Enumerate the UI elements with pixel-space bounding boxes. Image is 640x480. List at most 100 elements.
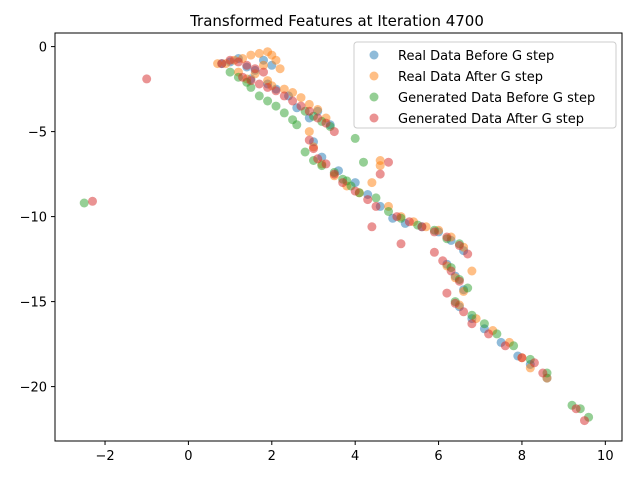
series-3-point (225, 55, 235, 65)
series-1-point (279, 84, 289, 94)
series-3-point (259, 67, 268, 77)
y-tick-label: −20 (20, 381, 47, 396)
chart-title: Transformed Features at Iteration 4700 (189, 12, 484, 30)
y-tick-label: −10 (20, 211, 47, 226)
series-3-point (500, 341, 510, 351)
series-3-point (450, 298, 460, 308)
x-tick-label: 0 (184, 449, 192, 464)
legend-marker (369, 113, 379, 123)
legend: Real Data Before G step Real Data After G… (353, 41, 617, 129)
series-1-point (313, 105, 323, 114)
series-1-point (275, 64, 285, 74)
series-3-point (396, 239, 406, 249)
series-2-point (350, 133, 360, 143)
series-3-point (484, 329, 494, 339)
series-1-point (254, 48, 264, 58)
series-3-point (438, 256, 448, 266)
series-3-point (404, 217, 414, 227)
series-3-point (246, 76, 256, 86)
series-3-point (463, 249, 473, 259)
series-3-point (446, 266, 456, 276)
series-2-point (246, 82, 256, 92)
series-3-point (321, 159, 331, 169)
series-2-point (509, 341, 519, 351)
series-1-point (271, 55, 281, 65)
series-3-point (309, 144, 318, 154)
series-3-point (384, 157, 393, 167)
series-3-point (329, 127, 339, 137)
series-3-point (467, 319, 477, 329)
series-2-point (79, 198, 89, 208)
series-3-point (254, 79, 264, 89)
series-3-point (442, 288, 452, 298)
series-1-point (246, 50, 256, 60)
series-3-point (350, 186, 360, 196)
x-tick-label: 10 (597, 449, 614, 464)
x-tick-label: −2 (95, 449, 114, 464)
series-3-point (304, 106, 314, 116)
series-3-point (538, 368, 548, 378)
series-2-point (492, 329, 502, 339)
series-3-point (142, 74, 152, 84)
series-3-point (242, 60, 252, 70)
series-3-point (329, 169, 339, 179)
series-3-point (392, 212, 402, 222)
series-3-point (217, 59, 227, 69)
series-3-point (517, 353, 527, 363)
series-3-point (375, 169, 385, 179)
series-1-point (296, 93, 306, 103)
legend-entries: Real Data Before G step Real Data After G… (369, 49, 595, 127)
series-3-point (454, 276, 464, 286)
series-1-point (467, 266, 477, 276)
series-2-point (225, 67, 235, 77)
series-3-point (263, 82, 273, 92)
series-1-point (304, 99, 314, 109)
x-axis-ticks: −2 0 2 4 6 8 10 (95, 441, 614, 464)
x-tick-label: 6 (434, 449, 442, 464)
series-3-point (459, 307, 469, 317)
series-3-point (367, 222, 377, 232)
series-2-point (279, 108, 289, 118)
series-3-point (271, 86, 281, 96)
series-2-point (479, 319, 489, 329)
x-tick-label: 8 (518, 449, 526, 464)
series-3-point (529, 358, 539, 368)
series-1-point (288, 88, 298, 97)
series-2-point (300, 147, 310, 157)
series-2-point (371, 193, 381, 203)
series-3-point (371, 201, 381, 211)
series-3-point (88, 196, 97, 206)
series-3-point (279, 91, 289, 101)
y-tick-label: −15 (20, 296, 47, 311)
series-3-point (250, 64, 260, 74)
series-3-point (442, 232, 452, 242)
legend-label: Generated Data Before G step (398, 91, 595, 106)
series-2-point (467, 310, 477, 320)
x-tick-label: 2 (268, 449, 276, 464)
series-2-point (359, 157, 368, 167)
legend-label: Generated Data After G step (398, 112, 584, 127)
y-tick-label: −5 (28, 126, 47, 141)
series-3-point (580, 416, 589, 426)
legend-marker (369, 50, 379, 60)
series-2-point (384, 207, 393, 216)
legend-label: Real Data Before G step (398, 49, 554, 64)
legend-marker (369, 92, 379, 102)
series-3-point (233, 57, 243, 67)
series-1-point (304, 127, 314, 137)
series-2-point (463, 283, 473, 293)
series-2-point (271, 101, 281, 111)
legend-box (353, 41, 617, 129)
series-1-point (259, 60, 268, 70)
series-3-point (321, 118, 331, 128)
series-3-point (417, 222, 427, 232)
series-3-point (454, 241, 464, 250)
series-3-point (238, 72, 248, 82)
series-3-point (304, 135, 314, 145)
plot-frame (54, 32, 623, 442)
legend-label: Real Data After G step (398, 70, 543, 85)
series-3-point (429, 247, 439, 257)
series-2-point (263, 96, 273, 106)
x-tick-label: 4 (351, 449, 359, 464)
